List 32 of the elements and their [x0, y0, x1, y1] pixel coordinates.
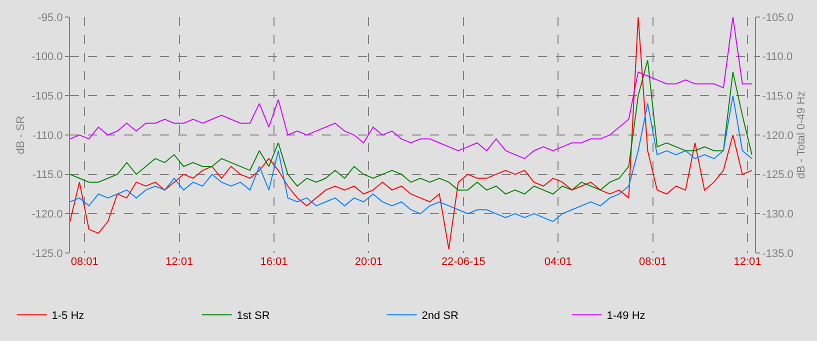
x-tick-label: 20:01	[354, 256, 382, 268]
legend-label: 2nd SR	[422, 310, 459, 322]
y2-tick-label: -115.0	[762, 90, 793, 103]
y-axis-title: dB - SR	[15, 116, 28, 154]
line-series	[70, 60, 752, 194]
legend-label: 1st SR	[236, 310, 270, 322]
y-tick-label: -95.0	[38, 12, 63, 24]
x-tick-label: 08:01	[639, 256, 667, 268]
legend-label: 1-49 Hz	[606, 310, 646, 322]
y2-axis-title: dB - Total 0-49 Hz	[796, 91, 808, 179]
x-tick-label: 12:01	[166, 256, 194, 268]
y-tick-label: -125.0	[32, 248, 63, 260]
y2-tick-label: -105.0	[762, 12, 794, 24]
y2-tick-label: -135.0	[762, 248, 794, 260]
x-tick-label: 22-06-15	[441, 256, 486, 268]
y2-tick-label: -120.0	[762, 130, 794, 142]
y2-tick-label: -130.0	[762, 208, 794, 221]
line-series	[70, 17, 752, 160]
x-tick-label: 08:01	[70, 256, 98, 268]
y-tick-label: -115.0	[32, 169, 63, 182]
y2-tick-label: -125.0	[762, 169, 794, 182]
x-tick-label: 16:01	[260, 256, 288, 268]
x-tick-label: 04:01	[544, 256, 572, 268]
x-tick-label: 12:01	[734, 256, 762, 268]
line-series	[70, 95, 752, 222]
y-tick-label: -100.0	[32, 51, 63, 64]
y-tick-label: -110.0	[32, 130, 63, 142]
y-tick-label: -120.0	[32, 208, 63, 221]
y-tick-label: -105.0	[32, 90, 63, 103]
y2-tick-label: -110.0	[762, 51, 793, 64]
legend-label: 1-5 Hz	[52, 310, 84, 322]
line-series	[70, 17, 752, 250]
